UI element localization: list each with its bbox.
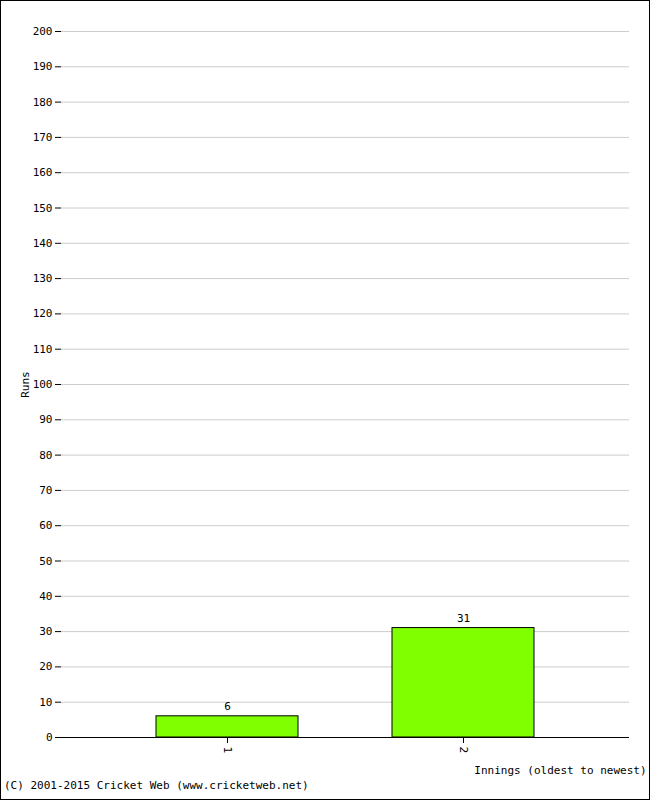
svg-text:200: 200 bbox=[33, 25, 53, 38]
svg-text:30: 30 bbox=[39, 625, 52, 638]
svg-text:0: 0 bbox=[46, 731, 53, 744]
svg-text:140: 140 bbox=[33, 237, 53, 250]
svg-text:80: 80 bbox=[39, 449, 52, 462]
svg-text:70: 70 bbox=[39, 484, 52, 497]
svg-text:1: 1 bbox=[221, 747, 234, 754]
svg-text:110: 110 bbox=[33, 343, 53, 356]
svg-text:6: 6 bbox=[224, 700, 231, 713]
svg-text:60: 60 bbox=[39, 519, 52, 532]
html-text:(C) 2001-2015 Cricket Web (www: (C) 2001-2015 Cricket Web (www.cricketwe… bbox=[4, 779, 309, 792]
svg-text:31: 31 bbox=[457, 612, 470, 625]
svg-text:170: 170 bbox=[33, 131, 53, 144]
svg-text:180: 180 bbox=[33, 96, 53, 109]
svg-text:20: 20 bbox=[39, 660, 52, 673]
svg-text:Runs: Runs bbox=[19, 371, 32, 398]
svg-text:50: 50 bbox=[39, 555, 52, 568]
svg-text:100: 100 bbox=[33, 378, 53, 391]
svg-text:130: 130 bbox=[33, 272, 53, 285]
svg-text:150: 150 bbox=[33, 202, 53, 215]
svg-text:40: 40 bbox=[39, 590, 52, 603]
svg-text:10: 10 bbox=[39, 696, 52, 709]
svg-text:90: 90 bbox=[39, 413, 52, 426]
svg-text:160: 160 bbox=[33, 166, 53, 179]
svg-text:190: 190 bbox=[33, 60, 53, 73]
svg-text:2: 2 bbox=[457, 747, 470, 754]
svg-text:Innings (oldest to newest): Innings (oldest to newest) bbox=[474, 764, 646, 777]
svg-text:120: 120 bbox=[33, 307, 53, 320]
